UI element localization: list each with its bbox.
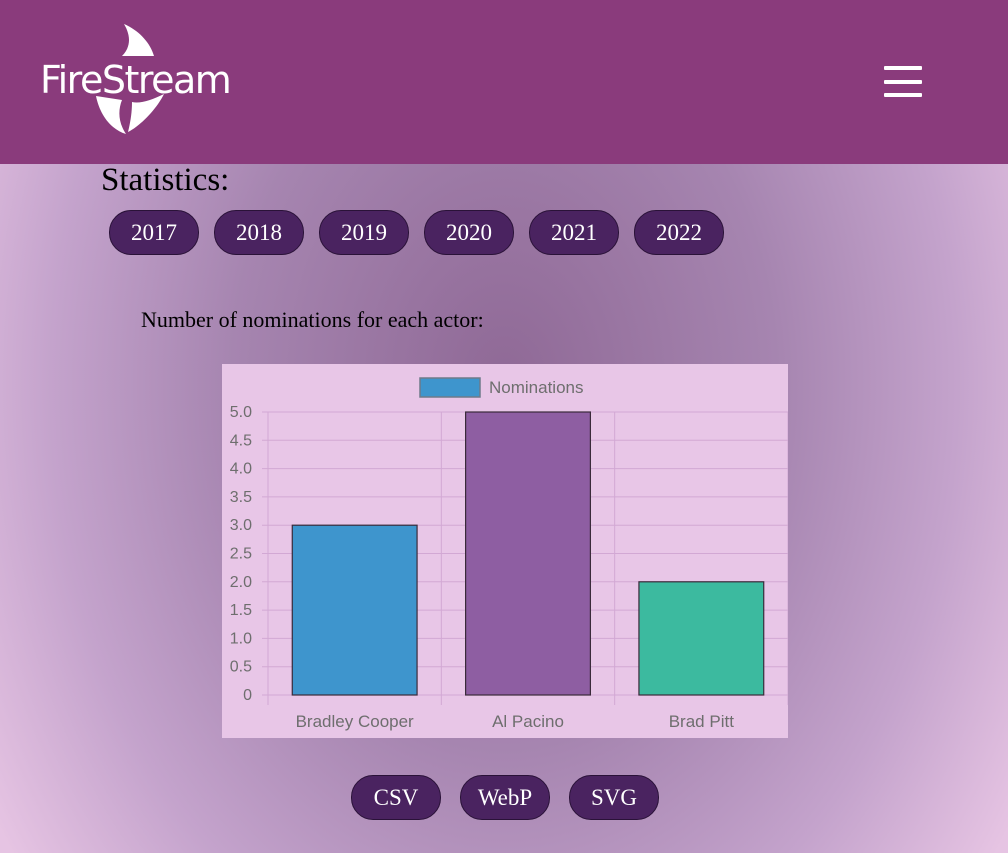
legend-label: Nominations xyxy=(489,378,584,397)
y-tick-label: 4.5 xyxy=(230,432,252,449)
firestream-logo[interactable]: FireStream xyxy=(40,22,232,138)
y-tick-label: 4.0 xyxy=(230,461,252,478)
hamburger-line xyxy=(884,93,922,97)
y-tick-label: 3.0 xyxy=(230,517,252,534)
y-tick-label: 3.5 xyxy=(230,489,252,506)
logo-text: FireStream xyxy=(40,58,232,102)
y-tick-label: 0 xyxy=(243,687,252,704)
hamburger-menu-button[interactable] xyxy=(880,64,924,100)
y-tick-label: 2.5 xyxy=(230,546,252,563)
year-selector: 2017 2018 2019 2020 2021 2022 xyxy=(109,210,724,255)
year-button-2019[interactable]: 2019 xyxy=(319,210,409,255)
hamburger-menu-icon xyxy=(884,66,922,70)
bar-bradley-cooper xyxy=(291,524,418,696)
x-tick-label: Brad Pitt xyxy=(669,712,734,731)
year-button-2021[interactable]: 2021 xyxy=(529,210,619,255)
export-svg-button[interactable]: SVG xyxy=(569,775,659,820)
chart-caption: Number of nominations for each actor: xyxy=(141,307,484,332)
nominations-bar-chart: 0 0.5 1.0 1.5 2.0 2.5 3.0 3.5 4.0 4.5 5.0 Bradley C… xyxy=(222,364,788,738)
hamburger-line xyxy=(884,80,922,84)
y-tick-label: 0.5 xyxy=(230,659,252,676)
y-tick-label: 1.0 xyxy=(230,630,252,647)
bar-al-pacino xyxy=(465,411,592,696)
year-button-2020[interactable]: 2020 xyxy=(424,210,514,255)
bar-brad-pitt xyxy=(638,581,765,696)
x-tick-label: Al Pacino xyxy=(492,712,564,731)
year-button-2018[interactable]: 2018 xyxy=(214,210,304,255)
flame-sail-icon xyxy=(96,24,164,134)
x-tick-label: Bradley Cooper xyxy=(296,712,414,731)
y-tick-label: 5.0 xyxy=(230,404,252,421)
y-tick-label: 2.0 xyxy=(230,574,252,591)
statistics-title: Statistics: xyxy=(101,162,230,198)
year-button-2017[interactable]: 2017 xyxy=(109,210,199,255)
export-webp-button[interactable]: WebP xyxy=(460,775,550,820)
export-csv-button[interactable]: CSV xyxy=(351,775,441,820)
export-buttons: CSV WebP SVG xyxy=(351,775,659,820)
y-tick-label: 1.5 xyxy=(230,602,252,619)
year-button-2022[interactable]: 2022 xyxy=(634,210,724,255)
chart-canvas: 0 0.5 1.0 1.5 2.0 2.5 3.0 3.5 4.0 4.5 5.0 Bradley C… xyxy=(230,377,788,731)
header-bar: FireStream xyxy=(0,0,1008,164)
legend-swatch xyxy=(419,377,481,398)
